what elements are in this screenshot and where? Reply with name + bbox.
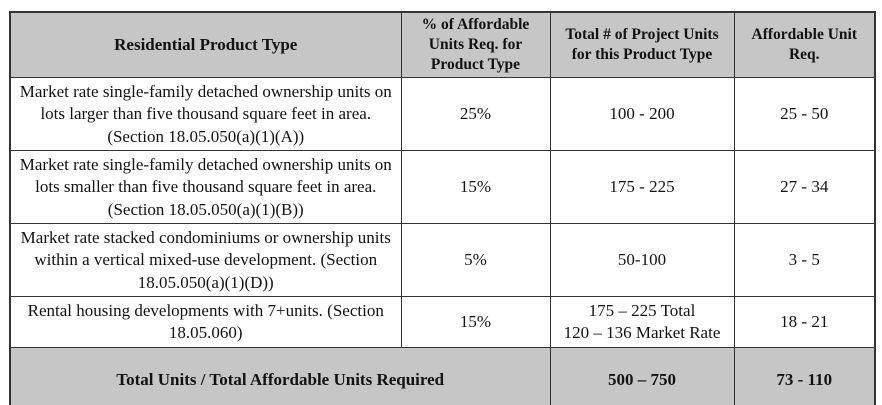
cell-total-project-units: 175 – 225 Total 120 – 136 Market Rate xyxy=(549,296,735,349)
header-residential-product-type: Residential Product Type xyxy=(9,11,402,79)
header-pct-affordable-units-req: % of Affordable Units Req. for Product T… xyxy=(400,11,551,79)
cell-affordable-units-req: 3 - 5 xyxy=(733,223,876,298)
cell-affordable-units-req: 18 - 21 xyxy=(733,296,876,349)
cell-total-project-units: 100 - 200 xyxy=(549,77,735,152)
cell-total-affordable-units-sum: 73 - 110 xyxy=(733,347,876,405)
table-row: Market rate single-family detached owner… xyxy=(9,77,876,152)
cell-product-description: Rental housing developments with 7+units… xyxy=(9,296,402,349)
total-units-line-1: 175 – 225 Total xyxy=(588,301,696,321)
cell-total-project-units-sum: 500 – 750 xyxy=(549,347,735,405)
cell-pct-required: 5% xyxy=(400,223,551,298)
table-row: Market rate stacked condominiums or owne… xyxy=(9,223,876,298)
table-row: Rental housing developments with 7+units… xyxy=(9,296,876,349)
cell-total-project-units: 50-100 xyxy=(549,223,735,298)
cell-total-project-units: 175 - 225 xyxy=(549,150,735,225)
cell-affordable-units-req: 27 - 34 xyxy=(733,150,876,225)
cell-total-label: Total Units / Total Affordable Units Req… xyxy=(9,347,551,405)
cell-product-description: Market rate stacked condominiums or owne… xyxy=(9,223,402,298)
header-total-project-units: Total # of Project Units for this Produc… xyxy=(549,11,735,79)
header-affordable-unit-req: Affordable Unit Req. xyxy=(733,11,876,79)
cell-pct-required: 25% xyxy=(400,77,551,152)
cell-pct-required: 15% xyxy=(400,296,551,349)
cell-product-description: Market rate single-family detached owner… xyxy=(9,150,402,225)
total-units-line-2: 120 – 136 Market Rate xyxy=(563,323,721,343)
affordable-units-requirements-table: Residential Product Type % of Affordable… xyxy=(9,11,876,405)
cell-pct-required: 15% xyxy=(400,150,551,225)
table-header-row: Residential Product Type % of Affordable… xyxy=(9,11,876,79)
cell-affordable-units-req: 25 - 50 xyxy=(733,77,876,152)
cell-product-description: Market rate single-family detached owner… xyxy=(9,77,402,152)
table-row: Market rate single-family detached owner… xyxy=(9,150,876,225)
table-total-row: Total Units / Total Affordable Units Req… xyxy=(9,347,876,405)
